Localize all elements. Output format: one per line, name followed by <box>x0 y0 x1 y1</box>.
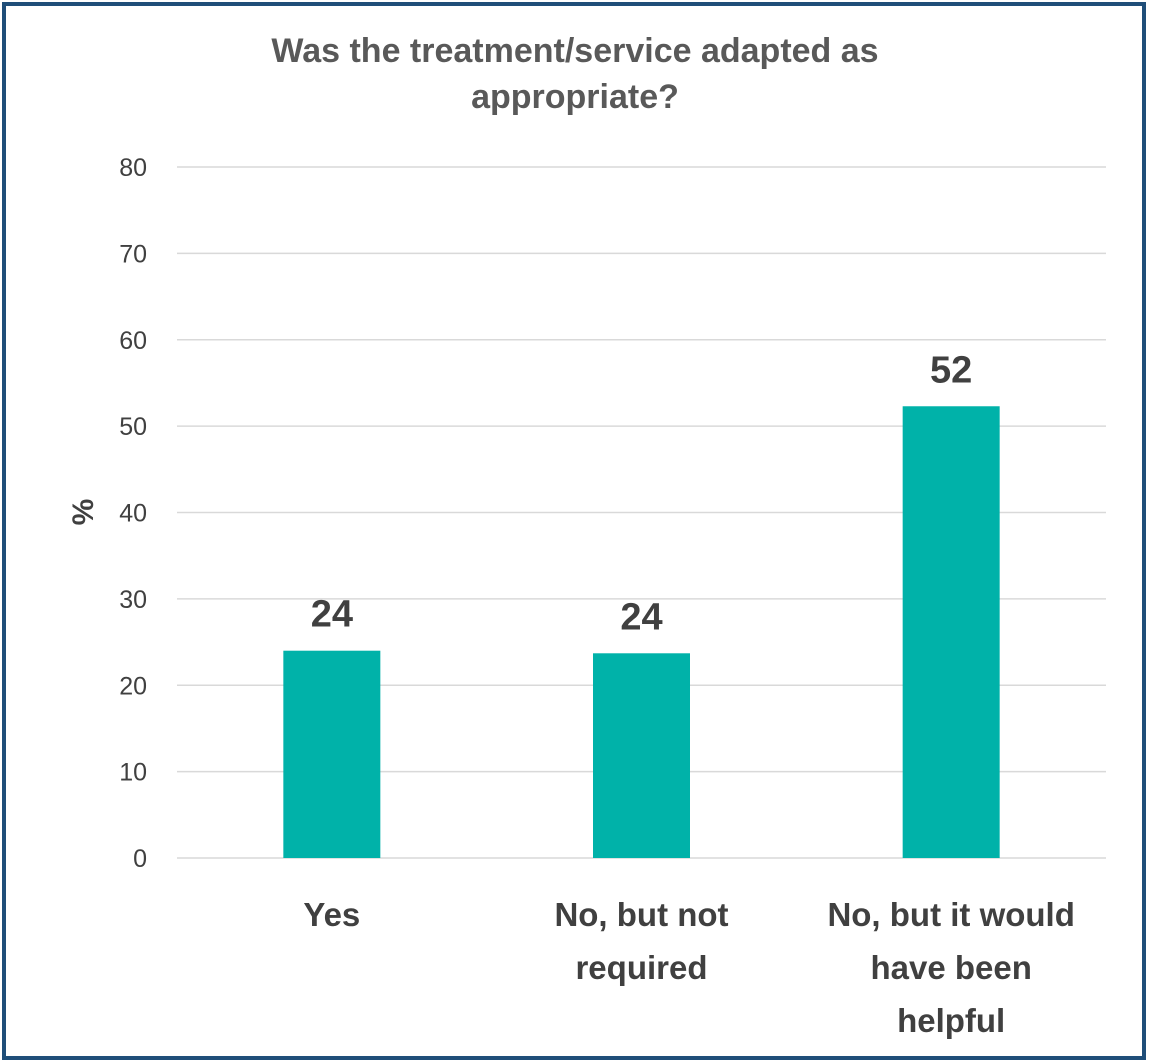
data-label: 24 <box>620 596 662 638</box>
data-label: 52 <box>930 349 972 391</box>
x-category-label: have been <box>870 949 1031 986</box>
y-axis-ticks: 0 10 20 30 40 50 60 70 80 <box>119 154 147 873</box>
x-category-label: required <box>575 949 707 986</box>
y-tick-label: 50 <box>119 413 147 441</box>
bars <box>283 406 1000 858</box>
chart-title-line: appropriate? <box>471 78 679 116</box>
bar <box>283 650 381 858</box>
bar <box>593 653 690 858</box>
y-tick-label: 80 <box>119 154 147 182</box>
x-category-label: No, but it would <box>827 896 1074 933</box>
y-tick-label: 70 <box>119 240 147 268</box>
x-axis-categories: Yes No, but not required No, but it would ha… <box>303 896 1075 1039</box>
x-category-label: Yes <box>303 896 360 933</box>
y-axis-label: % <box>67 499 100 526</box>
y-tick-label: 60 <box>119 327 147 355</box>
y-tick-label: 20 <box>119 672 147 700</box>
x-category-label: helpful <box>897 1002 1005 1039</box>
y-tick-label: 40 <box>119 500 147 528</box>
chart-title: Was the treatment/service adapted as appr… <box>271 32 878 116</box>
y-tick-label: 10 <box>119 759 147 787</box>
bar <box>902 406 1000 858</box>
y-tick-label: 30 <box>119 586 147 614</box>
y-tick-label: 0 <box>133 845 147 873</box>
data-label: 24 <box>311 594 353 636</box>
data-labels: 24 24 52 <box>311 349 973 638</box>
chart-title-line: Was the treatment/service adapted as <box>271 32 878 70</box>
x-category-label: No, but not <box>554 896 728 933</box>
